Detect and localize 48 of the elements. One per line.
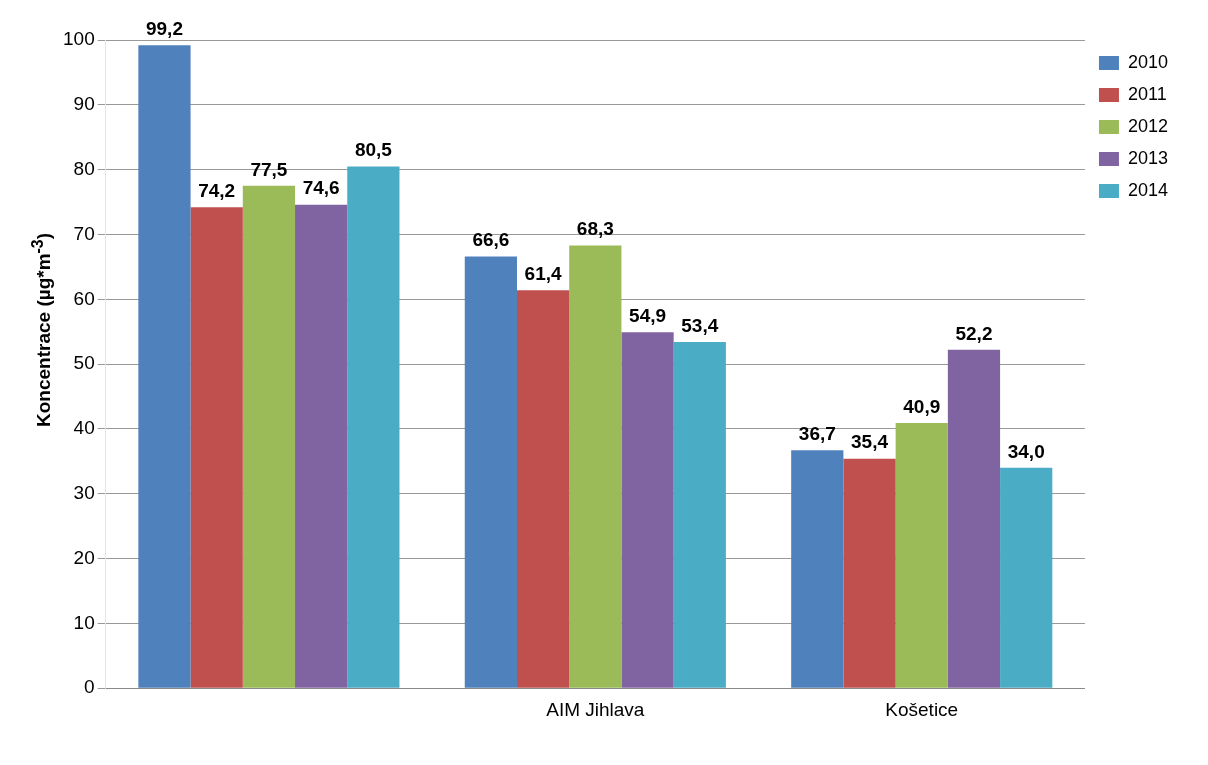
bar (843, 458, 896, 688)
bar (242, 185, 296, 688)
data-label: 66,6 (472, 229, 510, 251)
legend-label: 2010 (1127, 51, 1168, 72)
legend-label: 2012 (1127, 115, 1168, 136)
data-label: 52,2 (955, 322, 993, 344)
bar (791, 450, 844, 688)
y-tick-label: 20 (73, 546, 95, 568)
data-label: 40,9 (903, 395, 941, 417)
y-tick-label: 40 (73, 417, 95, 439)
legend-label: 2011 (1127, 83, 1167, 104)
data-label: 61,4 (524, 262, 563, 284)
data-label: 54,9 (629, 305, 667, 327)
y-tick-label: 80 (73, 157, 95, 179)
bar (569, 245, 622, 688)
data-label: 74,6 (302, 177, 340, 199)
legend-label: 2013 (1127, 147, 1168, 168)
bar (1000, 467, 1053, 688)
y-tick-label: 70 (73, 222, 95, 244)
bar (895, 423, 948, 688)
y-tick-label: 90 (73, 93, 95, 115)
bar (295, 204, 348, 688)
y-tick-label: 100 (63, 28, 95, 50)
data-label: 53,4 (681, 314, 719, 336)
bar (621, 332, 674, 688)
data-label: 77,5 (250, 158, 288, 180)
bar (347, 166, 400, 688)
data-label: 35,4 (851, 431, 889, 453)
bar (516, 290, 570, 688)
y-tick-label: 0 (84, 676, 95, 698)
bar (190, 207, 243, 688)
data-label: 68,3 (576, 218, 614, 240)
y-tick-label: 10 (73, 611, 95, 633)
y-tick-label: 30 (73, 481, 95, 503)
y-tick-label: 60 (73, 287, 95, 309)
bar (138, 45, 191, 688)
data-label: 74,2 (198, 179, 236, 201)
x-tick-label: Košetice (885, 698, 959, 720)
data-label: 34,0 (1007, 440, 1045, 462)
x-tick-label: AIM Jihlava (546, 698, 645, 720)
bar (464, 256, 517, 688)
bar (947, 349, 1001, 688)
legend-label: 2014 (1127, 179, 1168, 200)
bar (673, 342, 726, 688)
data-label: 99,2 (145, 17, 183, 39)
data-label: 80,5 (354, 139, 393, 161)
y-tick-label: 50 (73, 352, 95, 374)
data-label: 36,7 (798, 423, 836, 445)
